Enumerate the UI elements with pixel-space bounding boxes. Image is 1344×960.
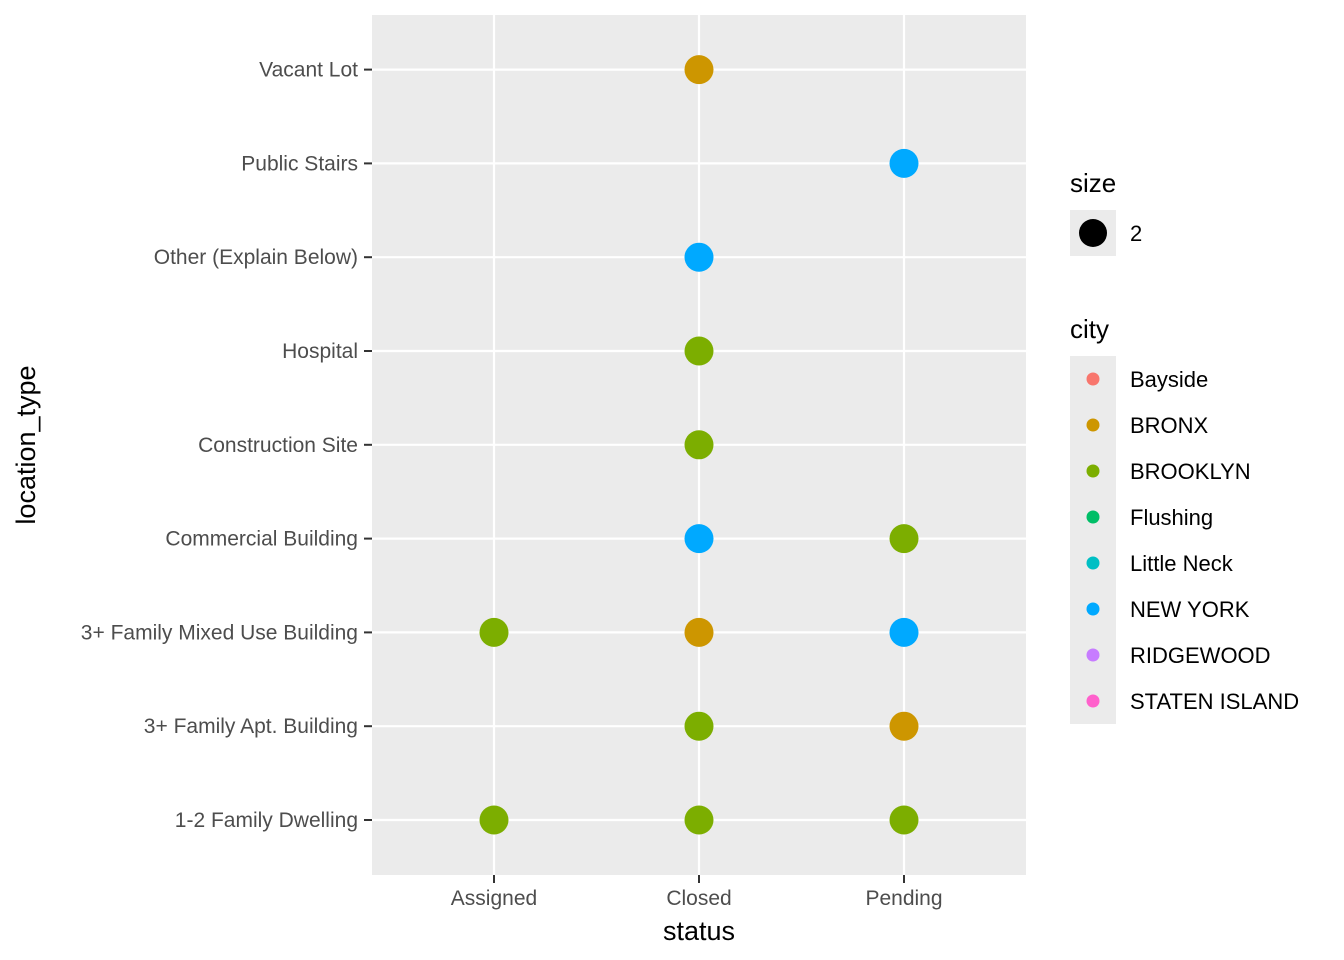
legend-key-little-neck — [1086, 556, 1100, 570]
legend-label-staten-island: STATEN ISLAND — [1130, 689, 1299, 714]
y-tick-label-commercial-building: Commercial Building — [165, 528, 358, 551]
legend-city: city Bayside BRONX BROOKLYN Flushing Little … — [1070, 314, 1299, 724]
y-tick-label-3-family-apt-building: 3+ Family Apt. Building — [144, 715, 358, 738]
data-points — [479, 55, 919, 835]
point-closed-vacant-lot-bronx — [684, 55, 714, 85]
y-tick-label-public-stairs: Public Stairs — [241, 152, 358, 175]
y-axis-title: location_type — [11, 365, 41, 524]
point-closed-3-family-mixed-use-building-bronx — [684, 617, 714, 647]
x-axis: Assigned Closed Pending — [451, 875, 943, 910]
point-pending-1-2-family-dwelling-brooklyn — [889, 805, 919, 835]
point-closed-construction-site-brooklyn — [684, 430, 714, 460]
y-tick-label-vacant-lot: Vacant Lot — [259, 59, 358, 82]
legend-label-ridgewood: RIDGEWOOD — [1130, 643, 1271, 668]
point-assigned-1-2-family-dwelling-brooklyn — [479, 805, 509, 835]
point-pending-public-stairs-new-york — [889, 148, 919, 178]
point-pending-3-family-apt-building-bronx — [889, 711, 919, 741]
point-closed-hospital-brooklyn — [684, 336, 714, 366]
legend-label-little-neck: Little Neck — [1130, 551, 1234, 576]
x-axis-title: status — [663, 916, 735, 946]
point-closed-3-family-apt-building-brooklyn — [684, 711, 714, 741]
y-axis: 1-2 Family Dwelling 3+ Family Apt. Buildi… — [81, 59, 372, 832]
legend-key-staten-island — [1086, 694, 1100, 708]
legend-label-brooklyn: BROOKLYN — [1130, 459, 1251, 484]
x-tick-label-pending: Pending — [865, 887, 942, 910]
point-closed-1-2-family-dwelling-brooklyn — [684, 805, 714, 835]
legend-key-brooklyn — [1086, 464, 1100, 478]
point-assigned-3-family-mixed-use-building-brooklyn — [479, 617, 509, 647]
legend-key-bayside — [1086, 372, 1100, 386]
legend-size-label: 2 — [1130, 221, 1142, 246]
y-tick-label-1-2-family-dwelling: 1-2 Family Dwelling — [175, 809, 358, 832]
legend-label-flushing: Flushing — [1130, 505, 1213, 530]
legend-city-entries: Bayside BRONX BROOKLYN Flushing Little Neck N… — [1086, 367, 1299, 714]
y-tick-label-other-explain-below: Other (Explain Below) — [154, 246, 358, 269]
y-tick-label-construction-site: Construction Site — [198, 434, 358, 457]
x-tick-label-closed: Closed — [666, 887, 731, 910]
legend-label-bronx: BRONX — [1130, 413, 1209, 438]
point-pending-commercial-building-brooklyn — [889, 524, 919, 554]
legend-label-bayside: Bayside — [1130, 367, 1208, 392]
point-pending-3-family-mixed-use-building-new-york — [889, 617, 919, 647]
legend-size-title: size — [1070, 168, 1116, 198]
legend-key-bronx — [1086, 418, 1100, 432]
x-tick-label-assigned: Assigned — [451, 887, 537, 910]
legend-key-new-york — [1086, 602, 1100, 616]
legend-key-ridgewood — [1086, 648, 1100, 662]
legend-size-key — [1079, 219, 1107, 247]
y-tick-label-3-family-mixed-use-building: 3+ Family Mixed Use Building — [81, 621, 358, 644]
point-closed-other-explain-below-new-york — [684, 242, 714, 272]
legend-key-flushing — [1086, 510, 1100, 524]
legend-city-key-bg — [1070, 356, 1116, 724]
legend-label-new-york: NEW YORK — [1130, 597, 1250, 622]
point-closed-commercial-building-new-york — [684, 524, 714, 554]
legend-city-title: city — [1070, 314, 1109, 344]
legend-size: size 2 — [1070, 168, 1142, 256]
y-tick-label-hospital: Hospital — [282, 340, 358, 363]
